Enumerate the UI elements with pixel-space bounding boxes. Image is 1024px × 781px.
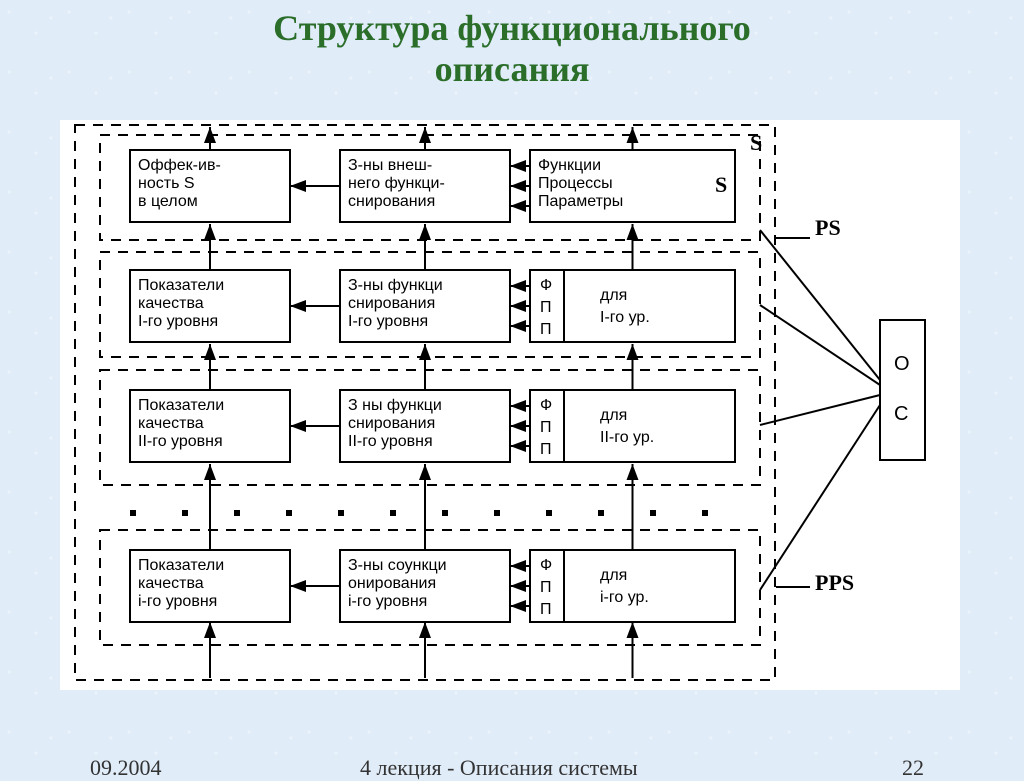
svg-text:качества: качества xyxy=(138,415,204,432)
svg-text:i-го уровня: i-го уровня xyxy=(348,593,427,610)
footer-page: 22 xyxy=(902,755,924,781)
svg-text:П: П xyxy=(540,579,552,596)
svg-text:в целом: в целом xyxy=(138,193,198,210)
svg-text:Функции: Функции xyxy=(538,157,601,174)
svg-text:качества: качества xyxy=(138,295,204,312)
svg-text:З ны функци: З ны функци xyxy=(348,397,442,414)
svg-text:i-го ур.: i-го ур. xyxy=(600,589,649,606)
svg-text:S: S xyxy=(750,130,762,155)
svg-text:Ф: Ф xyxy=(540,557,552,574)
svg-text:Ф: Ф xyxy=(540,277,552,294)
structure-diagram: Оффек-ив-ность Sв целом З-ны внеш-него фу… xyxy=(60,120,960,690)
svg-text:снирования: снирования xyxy=(348,415,435,432)
svg-text:ность S: ность S xyxy=(138,175,195,192)
svg-text:II-го ур.: II-го ур. xyxy=(600,429,654,446)
svg-text:PS: PS xyxy=(815,215,841,240)
svg-text:C: C xyxy=(894,403,908,425)
svg-text:O: O xyxy=(894,353,910,375)
title-line1: Структура функционального xyxy=(0,8,1024,49)
svg-text:З-ны функци: З-ны функци xyxy=(348,277,443,294)
footer-lecture: 4 лекция - Описания системы xyxy=(360,755,638,781)
svg-text:Ф: Ф xyxy=(540,397,552,414)
svg-text:снирования: снирования xyxy=(348,193,435,210)
svg-text:него функци-: него функци- xyxy=(348,175,445,192)
svg-text:П: П xyxy=(540,321,552,338)
svg-text:П: П xyxy=(540,601,552,618)
svg-text:Процессы: Процессы xyxy=(538,175,613,192)
svg-text:снирования: снирования xyxy=(348,295,435,312)
svg-text:качества: качества xyxy=(138,575,204,592)
svg-text:Показатели: Показатели xyxy=(138,397,224,414)
svg-text:онирования: онирования xyxy=(348,575,436,592)
svg-text:PPS: PPS xyxy=(815,570,854,595)
svg-text:Оффек-ив-: Оффек-ив- xyxy=(138,157,221,174)
svg-text:I-го уровня: I-го уровня xyxy=(138,313,218,330)
svg-text:для: для xyxy=(600,567,627,584)
title-line2: описания xyxy=(0,49,1024,90)
svg-text:для: для xyxy=(600,407,627,424)
svg-text:Показатели: Показатели xyxy=(138,557,224,574)
svg-text:I-го уровня: I-го уровня xyxy=(348,313,428,330)
diagram-panel: Оффек-ив-ность Sв целом З-ны внеш-него фу… xyxy=(60,120,960,690)
svg-text:З-ны внеш-: З-ны внеш- xyxy=(348,157,432,174)
svg-text:S: S xyxy=(715,172,727,197)
svg-text:Параметры: Параметры xyxy=(538,193,623,210)
svg-text:II-го уровня: II-го уровня xyxy=(348,433,433,450)
svg-text:I-го ур.: I-го ур. xyxy=(600,309,650,326)
svg-text:для: для xyxy=(600,287,627,304)
svg-text:i-го уровня: i-го уровня xyxy=(138,593,217,610)
svg-text:З-ны соункци: З-ны соункци xyxy=(348,557,447,574)
svg-text:II-го уровня: II-го уровня xyxy=(138,433,223,450)
svg-text:Показатели: Показатели xyxy=(138,277,224,294)
footer-date: 09.2004 xyxy=(90,755,162,781)
svg-text:П: П xyxy=(540,419,552,436)
svg-text:П: П xyxy=(540,441,552,458)
svg-text:П: П xyxy=(540,299,552,316)
